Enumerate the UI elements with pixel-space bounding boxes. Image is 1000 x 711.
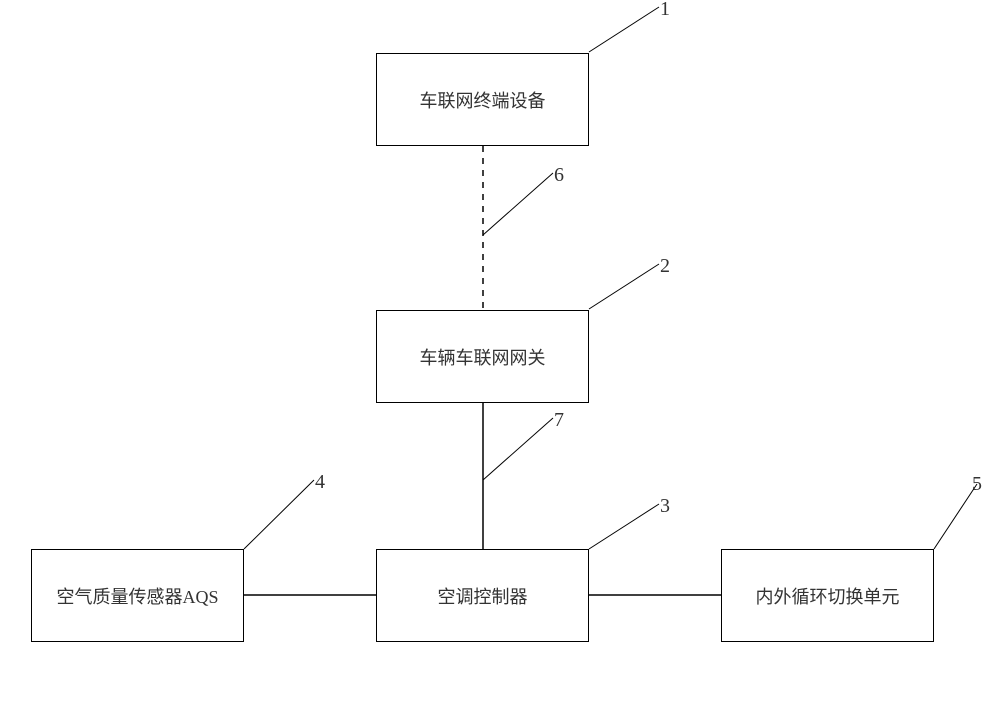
leader-4	[244, 480, 314, 549]
node-label: 车辆车联网网关	[420, 344, 546, 370]
node-label: 车联网终端设备	[420, 87, 546, 113]
tag-label-3: 3	[660, 495, 670, 518]
node-label: 内外循环切换单元	[756, 583, 900, 609]
node-label: 空调控制器	[438, 583, 528, 609]
leader-6	[483, 173, 553, 235]
tag-label-4: 4	[315, 471, 325, 494]
node-vehicle-gateway: 车辆车联网网关	[376, 310, 589, 403]
node-label: 空气质量传感器AQS	[56, 583, 218, 609]
leader-2	[589, 264, 659, 309]
tag-label-6: 6	[554, 164, 564, 187]
tag-label-7: 7	[554, 409, 564, 432]
tag-label-1: 1	[660, 0, 670, 21]
leader-5	[934, 484, 977, 549]
node-ac-controller: 空调控制器	[376, 549, 589, 642]
leader-1	[589, 7, 659, 52]
node-air-quality-sensor: 空气质量传感器AQS	[31, 549, 244, 642]
leader-3	[589, 504, 659, 549]
tag-label-2: 2	[660, 255, 670, 278]
node-terminal-device: 车联网终端设备	[376, 53, 589, 146]
leader-7	[483, 418, 553, 480]
node-circulation-switch: 内外循环切换单元	[721, 549, 934, 642]
tag-label-5: 5	[972, 473, 982, 496]
